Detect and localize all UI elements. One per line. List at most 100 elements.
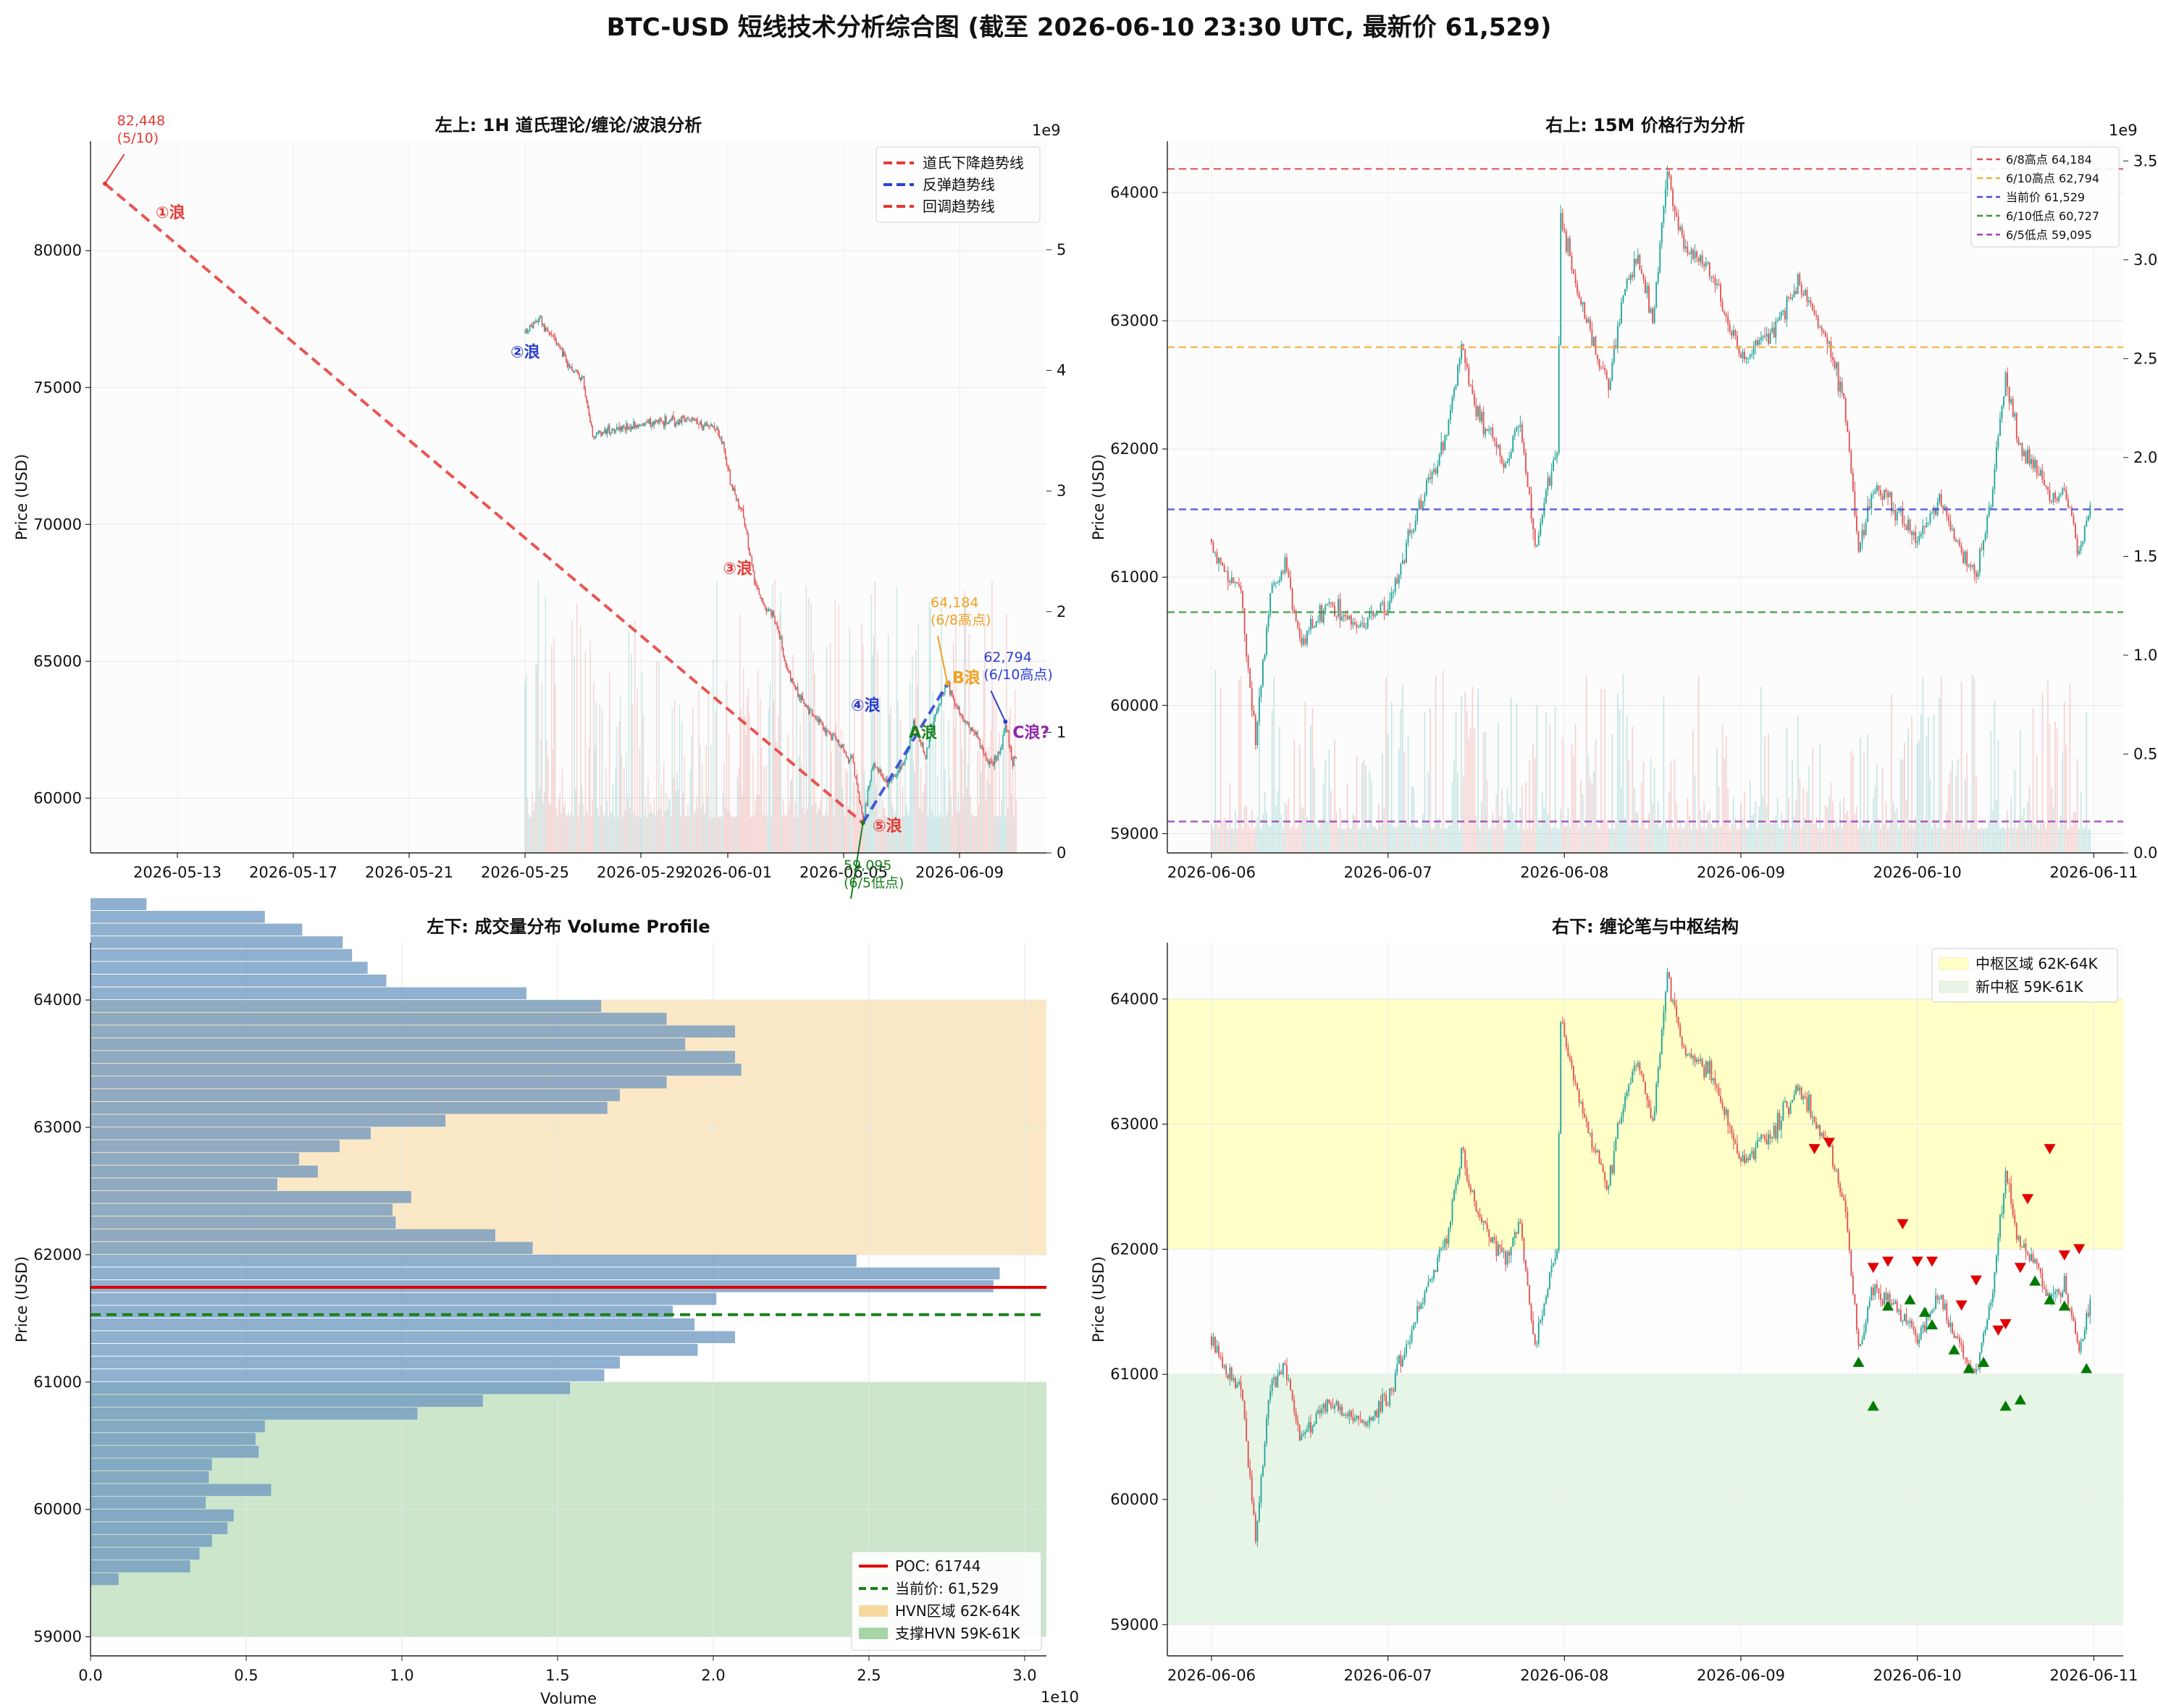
candle-body [1792, 297, 1794, 300]
candle-body [961, 715, 963, 717]
volume-bar [658, 662, 660, 853]
candle-body [1939, 494, 1941, 502]
top-fractal-marker [1992, 1325, 2004, 1336]
volume-bar [1831, 800, 1834, 853]
volume-bar [1453, 760, 1455, 853]
candle-body [1534, 529, 1536, 546]
candle-body [914, 720, 916, 729]
candle-body [1997, 1237, 1999, 1256]
candle-body [1560, 1022, 1562, 1134]
legend-box [1931, 948, 2118, 1003]
volume-bar [904, 764, 906, 853]
volume-bar [615, 768, 616, 853]
candle-body [1451, 1200, 1453, 1221]
volume-bar [1370, 781, 1372, 853]
candle-body [1271, 585, 1273, 594]
y2-tick-label: 0.0 [2133, 844, 2157, 862]
volume-profile-bar [91, 1190, 411, 1203]
candle-body [536, 321, 538, 322]
volume-bar [1708, 810, 1710, 853]
volume-bar [1611, 734, 1613, 853]
candle-body [1525, 1260, 1527, 1271]
candle-body [1346, 616, 1348, 620]
candle-body [820, 718, 822, 723]
volume-bar [1817, 828, 1819, 853]
candle-body [1655, 1083, 1658, 1112]
volume-bar [787, 734, 789, 853]
candle-body [1907, 519, 1909, 531]
candle-body [626, 423, 629, 429]
volume-bar [1389, 823, 1391, 853]
candle-body [1758, 340, 1760, 345]
candle-body [1473, 394, 1475, 405]
candle-body [1387, 1405, 1389, 1406]
volume-bar [786, 815, 788, 853]
candle-body [1923, 1324, 1926, 1332]
volume-bar [706, 796, 708, 853]
candle-body [1429, 477, 1431, 479]
candle-body [1222, 563, 1224, 566]
candle-body [1986, 516, 1989, 534]
volume-bar [867, 817, 869, 853]
candle-body [1677, 216, 1679, 230]
volume-bar [729, 812, 731, 853]
volume-bar [1525, 782, 1527, 853]
candle-body [1984, 533, 1986, 540]
candle-body [752, 565, 754, 571]
candle-body [1560, 213, 1562, 345]
candle-body [1455, 385, 1457, 389]
volume-bar [575, 790, 576, 853]
x-tick-label: 2.5 [857, 1667, 881, 1684]
candle-body [697, 420, 699, 424]
candle-body [899, 767, 902, 770]
candle-body [1322, 1403, 1324, 1408]
volume-bar [1755, 801, 1757, 853]
volume-bar [1773, 819, 1775, 853]
candle-body [1655, 282, 1658, 308]
candle-body [1553, 460, 1555, 471]
candle-body [650, 418, 652, 427]
volume-bar [571, 620, 573, 853]
candle-body [651, 425, 652, 427]
candle-body [872, 766, 873, 771]
volume-bar [1670, 761, 1672, 853]
candle-body [713, 426, 714, 428]
volume-bar [731, 816, 732, 853]
volume-bar [760, 699, 761, 853]
annotation-arrowhead [860, 820, 865, 825]
candle-body [595, 433, 597, 437]
volume-bar [682, 794, 684, 853]
volume-bar [546, 741, 547, 853]
volume-bar [1326, 820, 1328, 853]
candle-body [1532, 518, 1534, 530]
candle-body [1343, 615, 1345, 617]
volume-bar [810, 603, 812, 853]
volume-bar [1653, 767, 1655, 853]
candle-body [1595, 337, 1597, 355]
volume-bar [1867, 734, 1869, 853]
volume-bar [886, 817, 888, 853]
candle-body [1823, 1132, 1825, 1138]
volume-bar [934, 739, 936, 853]
candle-body [803, 699, 805, 704]
volume-bar [668, 798, 670, 853]
candle-body [1304, 1431, 1306, 1434]
candle-body [1915, 1329, 1917, 1336]
candle-body [1622, 1108, 1624, 1117]
candle-body [1959, 1337, 1961, 1343]
volume-bar [566, 817, 568, 853]
x-tick-label: 0.0 [78, 1667, 102, 1684]
candle-body [1721, 1101, 1724, 1108]
wave-label: ④浪 [851, 696, 881, 715]
candle-body [676, 421, 678, 424]
candle-body [1929, 1313, 1931, 1318]
volume-bar [630, 653, 632, 853]
candle-body [524, 332, 526, 334]
candle-body [1896, 512, 1898, 521]
annotation-text: 62,794 [983, 649, 1031, 665]
candle-body [1749, 1153, 1751, 1161]
candle-body [2052, 492, 2054, 502]
candle-body [1288, 1379, 1290, 1381]
candle-body [1461, 344, 1463, 360]
candle-body [1708, 1061, 1710, 1074]
